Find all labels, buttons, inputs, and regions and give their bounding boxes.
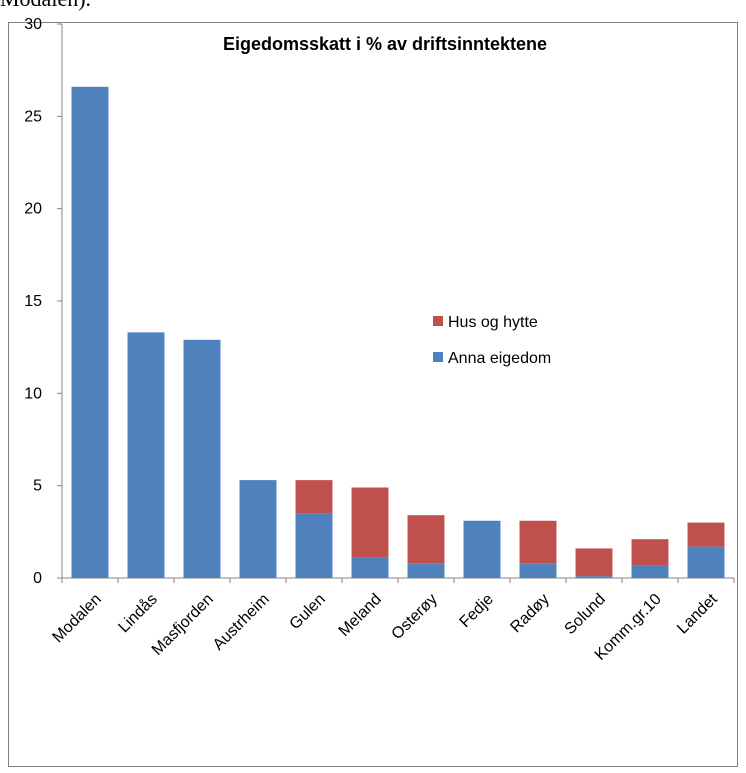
bar-hus-og-hytte [687, 522, 725, 547]
bar-anna-eigedom [463, 520, 501, 578]
bar-anna-eigedom [407, 563, 445, 578]
bar-anna-eigedom [631, 565, 669, 578]
chart-title: Eigedomsskatt i % av driftsinntektene [223, 34, 547, 54]
legend: Hus og hytte Anna eigedom [433, 314, 551, 367]
x-tick-label: Solund [562, 591, 609, 638]
x-tick-label: Osterøy [389, 591, 441, 643]
bar-hus-og-hytte [295, 480, 333, 514]
y-axis-ticks: 0 5 10 15 20 25 30 [24, 16, 62, 587]
x-tick-label: Gulen [287, 591, 329, 633]
bar-hus-og-hytte [575, 548, 613, 577]
y-tick-label: 25 [24, 108, 42, 125]
x-tick-label: Meland [336, 591, 385, 640]
preceding-text-fragment: Modalen). [0, 0, 91, 12]
legend-label: Hus og hytte [448, 314, 538, 331]
bar-anna-eigedom [183, 339, 221, 578]
y-tick-label: 10 [24, 385, 42, 402]
bar-anna-eigedom [295, 513, 333, 578]
x-tick-label: Lindås [115, 590, 161, 636]
legend-label: Anna eigedom [448, 350, 551, 367]
x-tick-label: Austrheim [210, 591, 273, 654]
x-tick-label: Landet [674, 590, 721, 637]
bar-anna-eigedom [687, 546, 725, 578]
x-tick-label: Fedje [457, 591, 497, 631]
y-tick-label: 5 [33, 478, 42, 495]
y-tick-label: 30 [24, 16, 42, 33]
x-tick-label: Radøy [507, 591, 552, 636]
bar-anna-eigedom [575, 576, 613, 578]
bar-hus-og-hytte [407, 515, 445, 564]
bar-anna-eigedom [351, 557, 389, 578]
x-tick-label: Modalen [49, 591, 104, 646]
bar-anna-eigedom [71, 86, 109, 578]
legend-swatch [433, 316, 443, 326]
y-tick-label: 15 [24, 293, 42, 310]
y-tick-label: 20 [24, 201, 42, 218]
bars [71, 86, 725, 578]
bar-anna-eigedom [127, 332, 165, 578]
y-tick-label: 0 [33, 570, 42, 587]
x-tick-label: Masfjorden [149, 591, 217, 659]
bar-hus-og-hytte [351, 487, 389, 558]
bar-anna-eigedom [239, 480, 277, 578]
legend-swatch [433, 352, 443, 362]
bar-hus-og-hytte [519, 520, 557, 564]
bar-anna-eigedom [519, 563, 557, 578]
bar-hus-og-hytte [631, 539, 669, 566]
